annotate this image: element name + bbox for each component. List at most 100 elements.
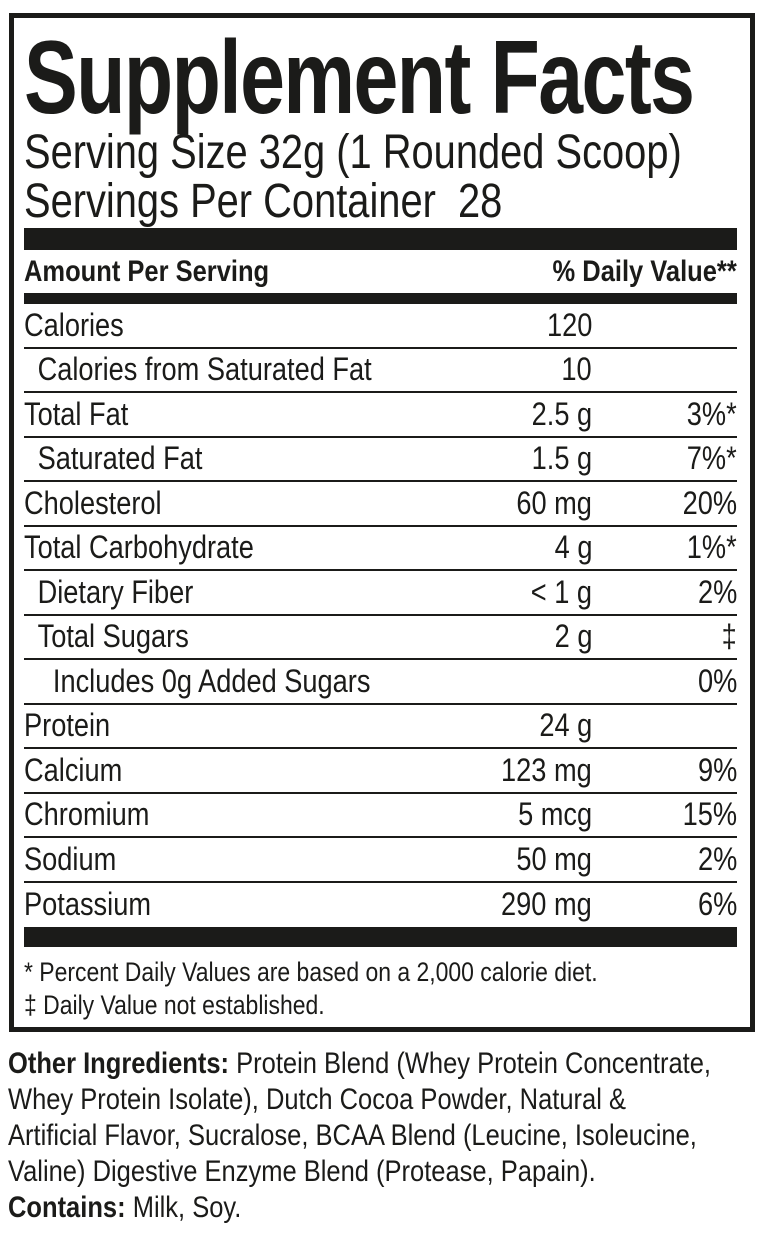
nutrient-amount: 1.5 g: [437, 440, 592, 477]
nutrient-amount: 123 mg: [437, 752, 592, 789]
table-row: Includes 0g Added Sugars 0%: [24, 660, 737, 705]
nutrient-daily-value: 2%: [592, 574, 737, 611]
nutrient-name: Saturated Fat: [24, 440, 437, 477]
table-row: Calories 120: [24, 304, 737, 349]
other-ingredients-line: Other Ingredients: Protein Blend (Whey Pr…: [8, 1046, 711, 1082]
nutrient-amount-text: 2 g: [554, 618, 592, 655]
nutrient-daily-value-text: 6%: [697, 886, 737, 923]
nutrient-amount: 120: [437, 307, 592, 344]
table-row: Chromium 5 mcg 15%: [24, 794, 737, 838]
nutrient-amount: < 1 g: [437, 574, 592, 611]
nutrient-daily-value: 15%: [592, 796, 737, 833]
nutrient-name: Calories from Saturated Fat: [24, 351, 437, 388]
supplement-facts-panel: Supplement Facts Serving Size 32g (1 Rou…: [9, 13, 755, 1032]
nutrient-name: Total Fat: [24, 396, 437, 433]
nutrient-daily-value: [592, 707, 737, 744]
nutrient-daily-value: 7%*: [592, 440, 737, 477]
footnote-dagger: ‡ Daily Value not established.: [24, 989, 737, 1022]
nutrient-daily-value-text: 15%: [682, 796, 737, 833]
nutrient-name: Calcium: [24, 752, 437, 789]
nutrient-daily-value-text: 7%*: [687, 440, 737, 477]
nutrient-name-text: Cholesterol: [24, 484, 162, 521]
divider-thick-top: [24, 228, 737, 250]
nutrient-daily-value-text: ‡: [721, 618, 737, 655]
nutrient-name-text: Chromium: [24, 796, 150, 833]
nutrient-name-text: Potassium: [24, 886, 151, 923]
nutrient-amount-text: 50 mg: [516, 840, 592, 877]
nutrient-amount: 5 mcg: [437, 796, 592, 833]
nutrient-amount-text: 120: [546, 306, 592, 343]
nutrient-name: Protein: [24, 707, 437, 744]
nutrient-name-text: Dietary Fiber: [37, 573, 194, 610]
other-ingredients-text: Protein Blend (Whey Protein Concentrate,: [236, 1047, 711, 1080]
nutrient-amount-text: 2.5 g: [531, 395, 592, 432]
nutrient-amount-text: 10: [561, 351, 592, 388]
daily-value-header: % Daily Value**: [552, 254, 737, 288]
nutrient-amount-text: 123 mg: [501, 751, 592, 788]
divider-medium: [24, 293, 737, 304]
table-row: Sodium 50 mg 2%: [24, 838, 737, 883]
nutrient-amount: 2.5 g: [437, 396, 592, 433]
nutrient-amount-text: 1.5 g: [531, 440, 592, 477]
nutrient-name: Total Sugars: [24, 618, 437, 655]
nutrient-amount: 50 mg: [437, 841, 592, 878]
nutrient-name-text: Calcium: [24, 751, 123, 788]
nutrient-name-text: Includes 0g Added Sugars: [52, 662, 371, 699]
nutrient-daily-value-text: 9%: [697, 751, 737, 788]
table-row: Dietary Fiber < 1 g 2%: [24, 571, 737, 616]
nutrient-name: Calories: [24, 307, 437, 344]
nutrient-name: Chromium: [24, 796, 437, 833]
other-ingredients-section: Other Ingredients: Protein Blend (Whey Pr…: [8, 1046, 762, 1226]
nutrient-daily-value: ‡: [592, 618, 737, 655]
nutrient-amount: 60 mg: [437, 485, 592, 522]
table-row: Calcium 123 mg 9%: [24, 749, 737, 794]
nutrient-amount-text: 24 g: [539, 707, 592, 744]
nutrient-name: Dietary Fiber: [24, 574, 437, 611]
nutrient-daily-value: [592, 307, 737, 344]
nutrient-daily-value-text: 3%*: [687, 395, 737, 432]
contains-label: Contains:: [8, 1191, 126, 1224]
nutrient-daily-value-text: 2%: [697, 840, 737, 877]
other-ingredients-line: Valine) Digestive Enzyme Blend (Protease…: [8, 1155, 596, 1188]
nutrient-amount: 10: [437, 351, 592, 388]
nutrient-name-text: Saturated Fat: [37, 440, 203, 477]
panel-title: Supplement Facts: [24, 20, 695, 136]
nutrient-amount: 24 g: [437, 707, 592, 744]
footnote-percent-dv-text: * Percent Daily Values are based on a 2,…: [24, 957, 598, 987]
nutrient-daily-value: 9%: [592, 752, 737, 789]
nutrient-amount: 4 g: [437, 529, 592, 566]
nutrient-amount: 2 g: [437, 618, 592, 655]
nutrient-name-text: Calories from Saturated Fat: [37, 351, 372, 388]
nutrient-name-text: Calories: [24, 306, 124, 343]
table-row: Total Carbohydrate 4 g 1%*: [24, 527, 737, 571]
footnote-dagger-text: ‡ Daily Value not established.: [24, 990, 325, 1020]
nutrient-name-text: Sodium: [24, 840, 117, 877]
nutrient-amount-text: 60 mg: [516, 484, 592, 521]
nutrient-table: Calories 120 Calories from Saturated Fat 10…: [24, 304, 737, 927]
table-row: Saturated Fat 1.5 g 7%*: [24, 438, 737, 482]
nutrient-amount: [437, 663, 592, 700]
nutrient-daily-value-text: 20%: [682, 484, 737, 521]
nutrient-daily-value: 20%: [592, 485, 737, 522]
contains-line: Contains: Milk, Soy.: [8, 1190, 649, 1226]
table-row: Potassium 290 mg 6%: [24, 883, 737, 928]
nutrient-amount: 290 mg: [437, 886, 592, 923]
nutrient-daily-value-text: 1%*: [687, 529, 737, 566]
nutrient-name: Includes 0g Added Sugars: [24, 663, 437, 700]
nutrient-daily-value: 0%: [592, 663, 737, 700]
nutrient-daily-value: 6%: [592, 886, 737, 923]
amount-per-serving-header: Amount Per Serving: [24, 254, 270, 288]
other-ingredients-label: Other Ingredients:: [8, 1047, 230, 1080]
serving-size-line: Serving Size 32g (1 Rounded Scoop): [24, 126, 682, 179]
nutrient-name-text: Protein: [24, 707, 111, 744]
table-row: Protein 24 g: [24, 705, 737, 749]
servings-per-container-line: Servings Per Container 28: [24, 175, 503, 228]
nutrient-daily-value: [592, 351, 737, 388]
nutrient-amount-text: 4 g: [554, 529, 592, 566]
nutrient-name: Sodium: [24, 841, 437, 878]
nutrient-name: Cholesterol: [24, 485, 437, 522]
nutrient-daily-value-text: 2%: [697, 573, 737, 610]
other-ingredients-line: Whey Protein Isolate), Dutch Cocoa Powde…: [8, 1083, 626, 1116]
table-row: Cholesterol 60 mg 20%: [24, 482, 737, 527]
footnote-percent-dv: * Percent Daily Values are based on a 2,…: [24, 956, 737, 989]
